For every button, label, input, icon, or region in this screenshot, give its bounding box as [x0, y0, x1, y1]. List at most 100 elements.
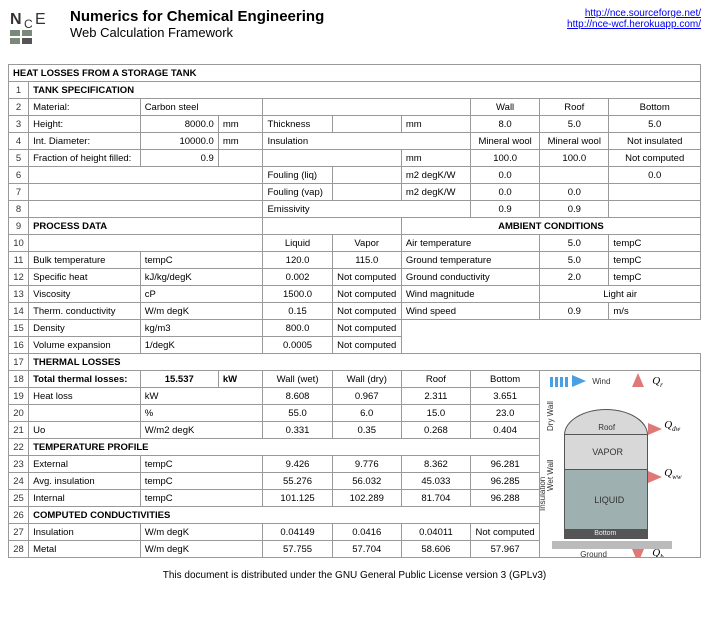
- link-herokuapp[interactable]: http://nce-wcf.herokuapp.com/: [567, 19, 701, 30]
- main-title: HEAT LOSSES FROM A STORAGE TANK: [9, 65, 701, 82]
- fouling-liq-label: Fouling (liq): [263, 167, 332, 184]
- ground-cond-label: Ground conductivity: [401, 269, 539, 286]
- heat-loss-unit: kW: [140, 388, 263, 405]
- fouling-liq-wall: 0.0: [471, 167, 540, 184]
- ext-wd: 9.776: [332, 456, 401, 473]
- thickness-unit: mm: [401, 116, 470, 133]
- bulk-vap: 115.0: [332, 252, 401, 269]
- material-label: Material:: [29, 99, 141, 116]
- section-computed-cond: COMPUTED CONDUCTIVITIES: [29, 507, 540, 524]
- dens-liq: 800.0: [263, 320, 332, 337]
- air-temp-unit: tempC: [609, 235, 701, 252]
- avg-rf: 45.033: [401, 473, 470, 490]
- met-ww: 57.755: [263, 541, 332, 558]
- insul-mm-roof: 100.0: [540, 150, 609, 167]
- specific-heat-unit: kJ/kg/degK: [140, 269, 263, 286]
- diameter-unit: mm: [218, 133, 263, 150]
- insul-mm-unit: mm: [401, 150, 470, 167]
- insulation-cond-label: Insulation: [29, 524, 141, 541]
- svg-text:N: N: [10, 11, 22, 28]
- metal-cond-label: Metal: [29, 541, 141, 558]
- col-bottom2: Bottom: [471, 371, 540, 388]
- fouling-vap-wall: 0.0: [471, 184, 540, 201]
- ext-rf: 8.362: [401, 456, 470, 473]
- therm-cond-unit: W/m degK: [140, 303, 263, 320]
- uo-label: Uo: [29, 422, 141, 439]
- col-wall-wet: Wall (wet): [263, 371, 332, 388]
- spec-vap: Not computed: [332, 269, 401, 286]
- pct-unit: %: [140, 405, 263, 422]
- int-rf: 81.704: [401, 490, 470, 507]
- cond-liq: 0.15: [263, 303, 332, 320]
- fouling-liq-unit: m2 degK/W: [401, 167, 470, 184]
- uo-wd: 0.35: [332, 422, 401, 439]
- int-ww: 101.125: [263, 490, 332, 507]
- thickness-label: Thickness: [263, 116, 332, 133]
- hl-rf: 2.311: [401, 388, 470, 405]
- int-wd: 102.289: [332, 490, 401, 507]
- svg-text:C: C: [24, 17, 33, 31]
- uo-rf: 0.268: [401, 422, 470, 439]
- bulk-temp-label: Bulk temperature: [29, 252, 141, 269]
- ground-cond-value: 2.0: [540, 269, 609, 286]
- ext-bt: 96.281: [471, 456, 540, 473]
- pct-wd: 6.0: [332, 405, 401, 422]
- total-losses-value: 15.537: [140, 371, 218, 388]
- pct-rf: 15.0: [401, 405, 470, 422]
- avg-bt: 96.285: [471, 473, 540, 490]
- emissivity-wall: 0.9: [471, 201, 540, 218]
- material-value: Carbon steel: [140, 99, 263, 116]
- title-block: Numerics for Chemical Engineering Web Ca…: [70, 8, 324, 40]
- ext-ww: 9.426: [263, 456, 332, 473]
- pct-bt: 23.0: [471, 405, 540, 422]
- cond-vap: Not computed: [332, 303, 401, 320]
- insulation-label: Insulation: [263, 133, 471, 150]
- hl-wd: 0.967: [332, 388, 401, 405]
- calculation-sheet: HEAT LOSSES FROM A STORAGE TANK 1TANK SP…: [8, 64, 701, 558]
- height-unit: mm: [218, 116, 263, 133]
- total-losses-label: Total thermal losses:: [29, 371, 141, 388]
- visc-vap: Not computed: [332, 286, 401, 303]
- col-vapor: Vapor: [332, 235, 401, 252]
- spec-liq: 0.002: [263, 269, 332, 286]
- section-process-data: PROCESS DATA: [29, 218, 263, 235]
- vexp-liq: 0.0005: [263, 337, 332, 354]
- avg-insul-unit: tempC: [140, 473, 263, 490]
- col-roof: Roof: [540, 99, 609, 116]
- ins-bt: Not computed: [471, 524, 540, 541]
- specific-heat-label: Specific heat: [29, 269, 141, 286]
- height-value: 8000.0: [140, 116, 218, 133]
- vexp-vap: Not computed: [332, 337, 401, 354]
- external-label: External: [29, 456, 141, 473]
- visc-liq: 1500.0: [263, 286, 332, 303]
- section-ambient: AMBIENT CONDITIONS: [401, 218, 700, 235]
- col-roof2: Roof: [401, 371, 470, 388]
- wind-speed-value: 0.9: [540, 303, 609, 320]
- insul-mm-wall: 100.0: [471, 150, 540, 167]
- link-sourceforge[interactable]: http://nce.sourceforge.net/: [567, 8, 701, 19]
- hl-bt: 3.651: [471, 388, 540, 405]
- ins-ww: 0.04149: [263, 524, 332, 541]
- pct-ww: 55.0: [263, 405, 332, 422]
- insulation-cond-unit: W/m degK: [140, 524, 263, 541]
- avg-wd: 56.032: [332, 473, 401, 490]
- total-losses-unit: kW: [218, 371, 263, 388]
- density-label: Density: [29, 320, 141, 337]
- insul-mm-bottom: Not computed: [609, 150, 701, 167]
- section-tank-spec: TANK SPECIFICATION: [29, 82, 701, 99]
- vol-exp-label: Volume expansion: [29, 337, 141, 354]
- col-wall-dry: Wall (dry): [332, 371, 401, 388]
- int-bt: 96.288: [471, 490, 540, 507]
- wind-mag-value: Light air: [540, 286, 701, 303]
- ground-temp-label: Ground temperature: [401, 252, 539, 269]
- fouling-vap-roof: 0.0: [540, 184, 609, 201]
- wind-speed-unit: m/s: [609, 303, 701, 320]
- section-temp-profile: TEMPERATURE PROFILE: [29, 439, 540, 456]
- internal-label: Internal: [29, 490, 141, 507]
- bulk-liq: 120.0: [263, 252, 332, 269]
- fraction-label: Fraction of height filled:: [29, 150, 141, 167]
- therm-cond-label: Therm. conductivity: [29, 303, 141, 320]
- avg-insul-label: Avg. insulation: [29, 473, 141, 490]
- vol-exp-unit: 1/degK: [140, 337, 263, 354]
- met-wd: 57.704: [332, 541, 401, 558]
